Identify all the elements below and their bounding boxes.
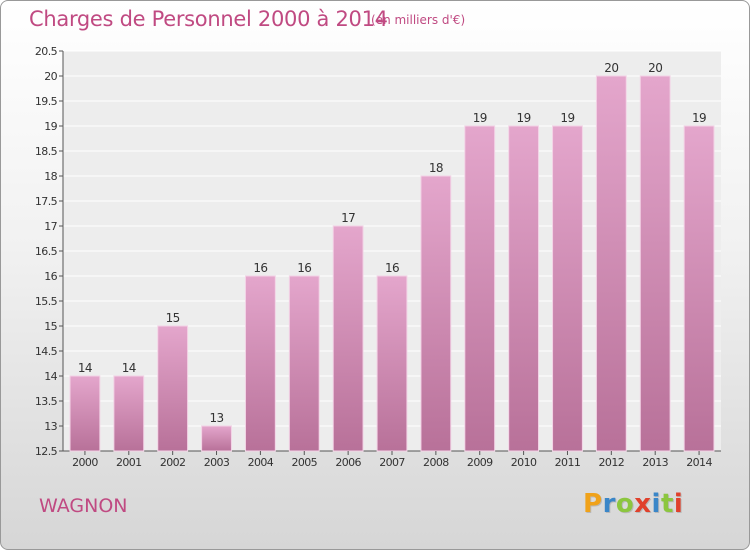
bar-2008 <box>420 175 452 452</box>
value-label-2012: 20 <box>604 61 618 75</box>
y-tick-label: 19.5 <box>35 95 58 108</box>
value-label-2009: 19 <box>473 111 487 125</box>
x-tick-label-2012: 2012 <box>599 456 625 469</box>
x-tick-label-2005: 2005 <box>291 456 317 469</box>
y-tick-label: 13.5 <box>35 395 58 408</box>
logo-letter: P <box>583 489 603 519</box>
value-label-2014: 19 <box>692 111 706 125</box>
y-tick-label: 19 <box>44 120 57 133</box>
y-tick-label: 13 <box>44 420 57 433</box>
y-tick-label: 16 <box>44 270 57 283</box>
value-label-2011: 19 <box>560 111 574 125</box>
value-label-2004: 16 <box>253 261 267 275</box>
bar-2005 <box>288 275 320 452</box>
logo-letter: r <box>602 489 616 519</box>
value-label-2000: 14 <box>78 361 92 375</box>
bar-2003 <box>201 425 232 452</box>
proxiti-logo: Proxiti <box>583 489 683 519</box>
bar-2011 <box>552 125 583 452</box>
value-label-2010: 19 <box>517 111 531 125</box>
y-tick-label: 14.5 <box>35 345 58 358</box>
logo-letter: i <box>673 489 684 519</box>
logo-letter: o <box>615 489 635 519</box>
x-tick-label-2003: 2003 <box>204 456 230 469</box>
bar-2012 <box>595 75 627 452</box>
bar-2014 <box>683 125 715 452</box>
logo-letter: t <box>660 489 674 519</box>
y-tick-label: 20 <box>44 70 57 83</box>
logo-letter: i <box>651 489 661 519</box>
bar-2010 <box>508 125 540 452</box>
bar-2006 <box>332 225 364 452</box>
x-tick-label-2014: 2014 <box>686 456 712 469</box>
value-label-2013: 20 <box>648 61 662 75</box>
x-tick-label-2008: 2008 <box>423 456 449 469</box>
x-tick-label-2011: 2011 <box>555 456 581 469</box>
chart-unit: (en milliers d'€) <box>371 13 466 27</box>
bar-2009 <box>464 125 496 452</box>
y-tick-label: 15.5 <box>35 295 58 308</box>
x-tick-label-2010: 2010 <box>511 456 537 469</box>
x-tick-label-2007: 2007 <box>379 456 405 469</box>
value-label-2008: 18 <box>429 161 443 175</box>
y-tick-label: 20.5 <box>35 45 58 58</box>
x-tick-label-2001: 2001 <box>116 456 142 469</box>
x-tick-label-2000: 2000 <box>72 456 98 469</box>
value-label-2005: 16 <box>297 261 311 275</box>
bar-2000 <box>69 375 101 452</box>
x-tick-label-2013: 2013 <box>642 456 668 469</box>
y-tick-label: 18.5 <box>35 145 58 158</box>
value-label-2002: 15 <box>166 311 180 325</box>
value-label-2007: 16 <box>385 261 399 275</box>
y-tick-label: 14 <box>44 370 57 383</box>
bar-2001 <box>113 375 145 452</box>
y-tick-label: 18 <box>44 170 57 183</box>
y-tick-label: 17 <box>44 220 57 233</box>
x-tick-label-2009: 2009 <box>467 456 493 469</box>
bar-2007 <box>376 275 408 452</box>
x-tick-label-2006: 2006 <box>335 456 361 469</box>
bar-2013 <box>639 75 671 452</box>
logo-letter: x <box>634 489 652 519</box>
y-tick-label: 15 <box>44 320 57 333</box>
y-tick-label: 16.5 <box>35 245 58 258</box>
y-tick-label: 12.5 <box>35 445 58 458</box>
value-label-2006: 17 <box>341 211 355 225</box>
bar-2002 <box>157 325 189 452</box>
value-label-2001: 14 <box>122 361 136 375</box>
x-tick-label-2004: 2004 <box>248 456 274 469</box>
commune-name: WAGNON <box>39 495 128 517</box>
x-tick-label-2002: 2002 <box>160 456 186 469</box>
value-label-2003: 13 <box>209 411 223 425</box>
y-tick-label: 17.5 <box>35 195 58 208</box>
bar-2004 <box>244 275 276 452</box>
chart-title: Charges de Personnel 2000 à 2014 <box>29 7 388 31</box>
